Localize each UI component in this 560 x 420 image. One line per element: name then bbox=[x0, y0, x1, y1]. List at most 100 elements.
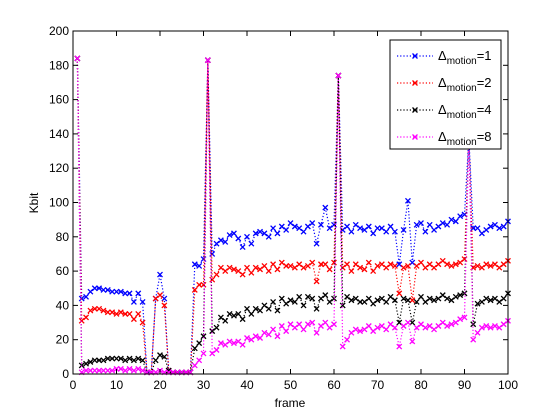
data-point bbox=[317, 323, 324, 329]
data-point bbox=[457, 292, 464, 299]
data-point bbox=[204, 57, 211, 64]
data-point bbox=[191, 345, 198, 352]
data-point bbox=[291, 264, 298, 271]
data-point bbox=[474, 262, 481, 269]
data-point bbox=[365, 295, 372, 302]
x-tick-label: 60 bbox=[327, 378, 341, 392]
data-point bbox=[322, 292, 329, 299]
data-point bbox=[161, 295, 168, 302]
data-point bbox=[122, 357, 129, 364]
legend-label-sub: motion bbox=[447, 110, 477, 121]
data-point bbox=[261, 329, 268, 336]
data-point bbox=[96, 357, 103, 364]
legend-label: Δmotion=2 bbox=[438, 75, 492, 94]
data-point bbox=[439, 220, 446, 227]
data-point bbox=[457, 316, 464, 323]
data-point bbox=[352, 221, 359, 228]
data-point bbox=[126, 355, 133, 362]
data-point bbox=[361, 226, 368, 233]
data-point bbox=[304, 223, 311, 230]
data-point bbox=[296, 293, 303, 300]
data-point bbox=[404, 297, 411, 304]
data-point bbox=[452, 293, 459, 300]
data-point bbox=[196, 357, 203, 364]
data-point bbox=[100, 357, 107, 364]
data-point bbox=[248, 240, 255, 247]
data-point bbox=[291, 299, 298, 305]
data-point bbox=[117, 365, 124, 372]
data-point bbox=[383, 299, 390, 305]
data-point bbox=[348, 297, 355, 304]
data-point bbox=[452, 319, 459, 326]
data-point bbox=[104, 309, 111, 316]
data-point bbox=[313, 278, 320, 285]
data-point bbox=[378, 323, 385, 329]
data-point bbox=[248, 311, 255, 317]
data-point bbox=[313, 305, 320, 312]
data-point bbox=[339, 226, 346, 233]
data-point bbox=[339, 302, 346, 309]
data-point bbox=[248, 269, 255, 276]
data-point bbox=[235, 311, 242, 317]
data-point bbox=[235, 338, 242, 345]
data-point bbox=[122, 311, 129, 317]
data-point bbox=[374, 297, 381, 304]
data-point bbox=[83, 367, 90, 374]
data-point bbox=[500, 223, 507, 230]
data-point bbox=[400, 264, 407, 271]
data-point bbox=[326, 225, 333, 232]
data-point bbox=[83, 314, 90, 321]
data-point bbox=[252, 333, 259, 340]
data-point bbox=[265, 305, 272, 312]
data-point bbox=[257, 266, 264, 273]
data-point bbox=[361, 299, 368, 305]
data-point bbox=[431, 326, 438, 333]
data-point bbox=[300, 264, 307, 271]
data-point bbox=[91, 367, 98, 374]
data-point bbox=[200, 281, 207, 288]
data-point bbox=[109, 288, 116, 295]
data-point bbox=[87, 307, 94, 314]
data-point bbox=[239, 271, 246, 278]
data-point bbox=[400, 295, 407, 302]
data-point bbox=[400, 226, 407, 233]
data-point bbox=[117, 288, 124, 295]
data-point bbox=[426, 323, 433, 329]
data-point bbox=[387, 223, 394, 230]
data-point bbox=[209, 328, 216, 335]
data-point bbox=[291, 324, 298, 331]
data-point bbox=[191, 362, 198, 369]
data-point bbox=[431, 264, 438, 271]
data-point bbox=[104, 367, 111, 374]
data-point bbox=[96, 305, 103, 312]
legend-entry-4: Δmotion=8 bbox=[397, 129, 492, 148]
data-point bbox=[109, 355, 116, 362]
data-point bbox=[91, 305, 98, 312]
data-point bbox=[478, 230, 485, 237]
data-point bbox=[161, 302, 168, 309]
x-tick-label: 20 bbox=[153, 378, 167, 392]
data-point bbox=[435, 295, 442, 302]
data-point bbox=[344, 293, 351, 300]
data-point bbox=[322, 261, 329, 268]
data-point bbox=[226, 264, 233, 271]
x-tick-label: 90 bbox=[458, 378, 472, 392]
data-point bbox=[96, 285, 103, 292]
data-point bbox=[483, 323, 490, 329]
data-point bbox=[491, 295, 498, 302]
data-point bbox=[217, 314, 224, 321]
data-point bbox=[444, 261, 451, 268]
data-point bbox=[365, 223, 372, 230]
data-point bbox=[439, 257, 446, 264]
data-point bbox=[283, 226, 290, 233]
data-point bbox=[157, 292, 163, 299]
data-point bbox=[426, 295, 433, 302]
data-point bbox=[191, 287, 198, 293]
data-point bbox=[226, 338, 233, 345]
data-point bbox=[87, 359, 94, 365]
legend-entry-3: Δmotion=4 bbox=[397, 102, 492, 121]
data-point bbox=[396, 261, 403, 268]
data-point bbox=[500, 261, 507, 268]
data-point bbox=[474, 225, 481, 232]
data-point bbox=[244, 264, 250, 271]
